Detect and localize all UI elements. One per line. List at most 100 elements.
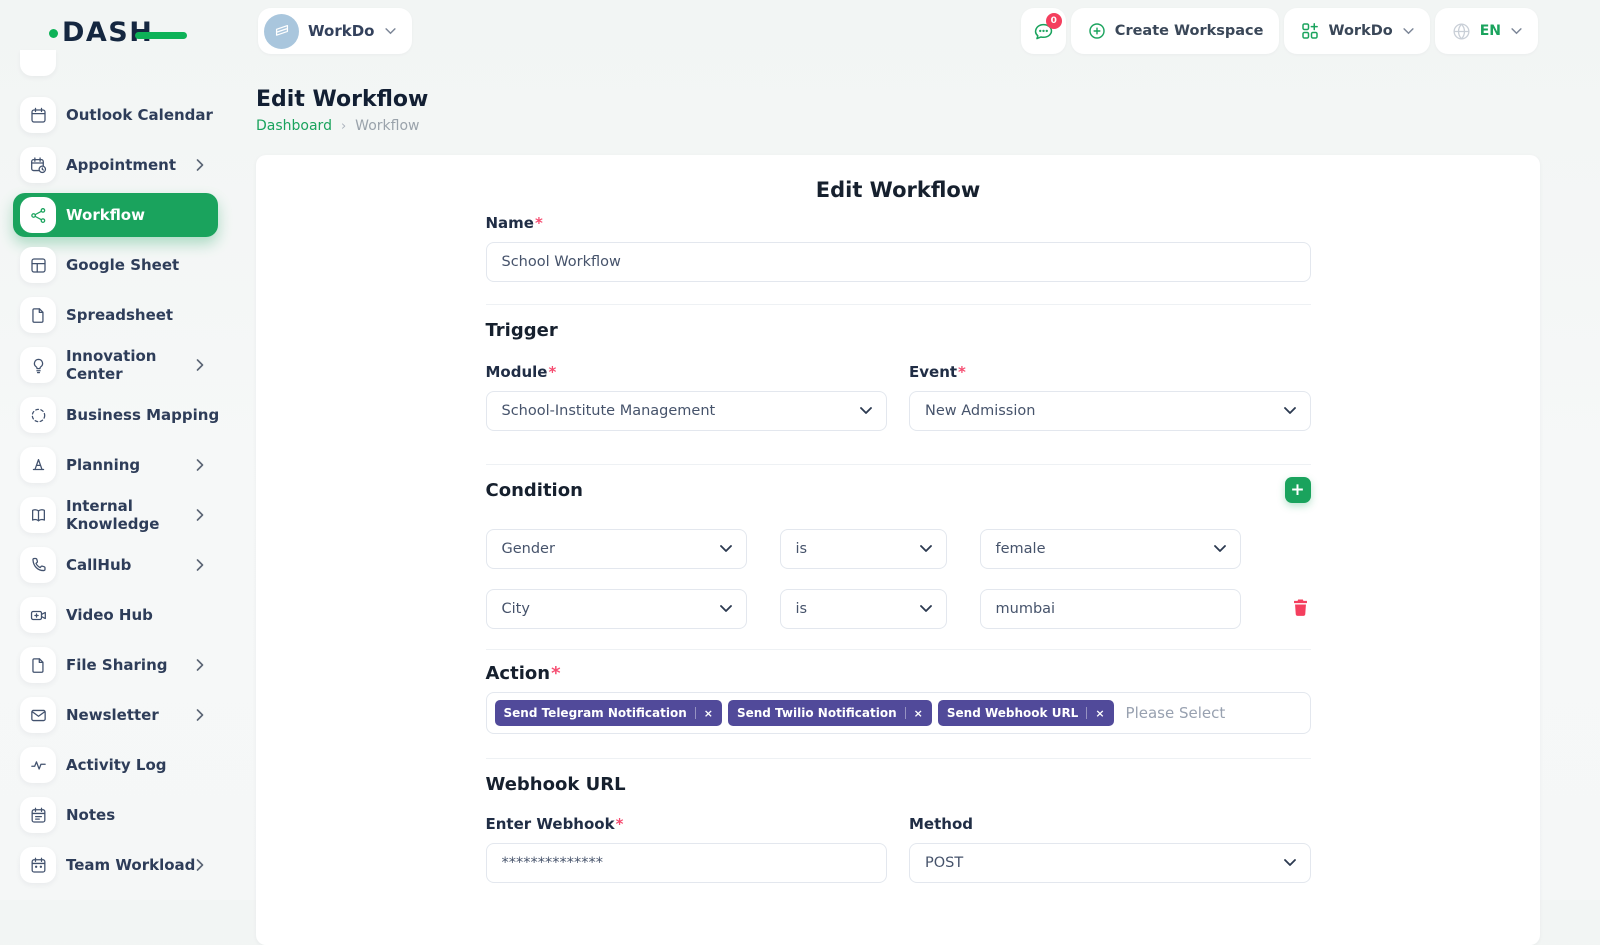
sidebar-item-innovation-center[interactable]: Innovation Center <box>0 340 250 390</box>
sidebar-nav: Outlook Calendar Appointment Workflow Go… <box>0 90 250 890</box>
module-select[interactable]: School-Institute Management <box>486 391 888 431</box>
sidebar-item-label: Internal Knowledge <box>66 497 196 533</box>
form-heading: Edit Workflow <box>486 178 1311 202</box>
dashed-circle-icon <box>20 397 56 433</box>
sidebar-item-video-hub[interactable]: Video Hub <box>0 590 250 640</box>
sidebar-item-label: Planning <box>66 456 140 474</box>
action-tag: Send Telegram Notification × <box>495 700 722 726</box>
sidebar-item-label: Workflow <box>66 206 145 224</box>
chevron-down-icon <box>1284 859 1296 867</box>
page-title: Edit Workflow <box>256 87 1540 112</box>
required-asterisk: * <box>548 363 556 381</box>
sidebar-item-spreadsheet[interactable]: Spreadsheet <box>0 290 250 340</box>
action-multiselect[interactable]: Send Telegram Notification × Send Twilio… <box>486 692 1311 734</box>
sidebar-item-google-sheet[interactable]: Google Sheet <box>0 240 250 290</box>
condition-row: City is <box>486 589 1311 629</box>
event-label: Event* <box>909 363 1311 381</box>
main-content: Edit Workflow Dashboard › Workflow Edit … <box>256 62 1540 945</box>
sidebar-item-outlook-calendar[interactable]: Outlook Calendar <box>0 90 250 140</box>
required-asterisk: * <box>616 815 624 833</box>
method-select[interactable]: POST <box>909 843 1311 883</box>
action-tag: Send Webhook URL × <box>938 700 1114 726</box>
sidebar-item-label: Newsletter <box>66 706 159 724</box>
condition-operator-select[interactable]: is <box>780 589 947 629</box>
sidebar-item-workflow[interactable]: Workflow <box>0 190 250 240</box>
workspace-name: WorkDo <box>308 22 374 40</box>
phone-icon <box>20 547 56 583</box>
sidebar-item-newsletter[interactable]: Newsletter <box>0 690 250 740</box>
edit-workflow-form: Edit Workflow Name* Trigger Module* Even… <box>486 155 1311 883</box>
top-bar: DASH WorkDo 0 Create Workspace <box>0 0 1600 62</box>
edit-workflow-card: Edit Workflow Name* Trigger Module* Even… <box>256 155 1540 945</box>
sidebar-item-business-mapping[interactable]: Business Mapping <box>0 390 250 440</box>
condition-value-input[interactable] <box>980 589 1241 629</box>
webhook-heading: Webhook URL <box>486 774 1311 795</box>
sidebar-item-file-sharing[interactable]: File Sharing <box>0 640 250 690</box>
sidebar-item-callhub[interactable]: CallHub <box>0 540 250 590</box>
cone-icon <box>20 447 56 483</box>
language-selector[interactable]: EN <box>1435 8 1538 54</box>
required-asterisk: * <box>958 363 966 381</box>
app-switcher-button[interactable]: WorkDo <box>1284 8 1429 54</box>
name-label: Name* <box>486 214 1311 232</box>
condition-operator-select[interactable]: is <box>780 529 947 569</box>
action-placeholder: Please Select <box>1126 704 1226 722</box>
workload-calendar-icon <box>20 847 56 883</box>
condition-heading: Condition <box>486 480 583 501</box>
name-input[interactable] <box>486 242 1311 282</box>
sidebar-item-appointment[interactable]: Appointment <box>0 140 250 190</box>
method-label: Method <box>909 815 1311 833</box>
condition-value-select[interactable]: female <box>980 529 1241 569</box>
remove-tag-button[interactable]: × <box>914 707 923 720</box>
webhook-url-input[interactable] <box>486 843 888 883</box>
chevron-right-icon <box>196 656 204 675</box>
sidebar-item-partial[interactable] <box>20 50 56 76</box>
trash-icon <box>1292 598 1309 617</box>
sidebar-item-label: Appointment <box>66 156 176 174</box>
add-condition-button[interactable]: + <box>1285 477 1311 503</box>
create-workspace-button[interactable]: Create Workspace <box>1071 8 1280 54</box>
sidebar-item-label: Team Workload <box>66 856 195 874</box>
globe-icon <box>1451 21 1472 42</box>
file-icon <box>20 297 56 333</box>
action-label: Action* <box>486 663 1311 684</box>
breadcrumb-dashboard-link[interactable]: Dashboard <box>256 118 332 134</box>
grid-plus-icon <box>1300 21 1320 41</box>
remove-tag-button[interactable]: × <box>704 707 713 720</box>
breadcrumb-separator-icon: › <box>341 119 346 134</box>
notes-calendar-icon <box>20 797 56 833</box>
chevron-right-icon <box>196 456 204 475</box>
building-icon <box>272 21 292 41</box>
logo: DASH <box>62 17 153 48</box>
messages-badge: 0 <box>1046 13 1062 29</box>
workspace-avatar <box>264 14 299 49</box>
chevron-right-icon <box>196 156 204 175</box>
divider <box>486 464 1311 465</box>
sidebar-item-label: Outlook Calendar <box>66 106 213 124</box>
delete-condition-button[interactable] <box>1292 598 1309 621</box>
breadcrumb: Dashboard › Workflow <box>256 118 1540 134</box>
trigger-heading: Trigger <box>486 320 1311 341</box>
sidebar-item-notes[interactable]: Notes <box>0 790 250 840</box>
language-code: EN <box>1480 23 1501 39</box>
chevron-down-icon <box>720 545 732 553</box>
calendar-clock-icon <box>20 147 56 183</box>
sidebar-item-label: Activity Log <box>66 756 167 774</box>
remove-tag-button[interactable]: × <box>1095 707 1104 720</box>
sidebar-item-label: CallHub <box>66 556 131 574</box>
required-asterisk: * <box>551 663 560 684</box>
sidebar-item-planning[interactable]: Planning <box>0 440 250 490</box>
divider <box>486 758 1311 759</box>
lightbulb-icon <box>20 347 56 383</box>
condition-field-select[interactable]: Gender <box>486 529 747 569</box>
condition-field-select[interactable]: City <box>486 589 747 629</box>
chevron-right-icon <box>196 706 204 725</box>
sidebar-item-team-workload[interactable]: Team Workload <box>0 840 250 890</box>
sidebar-item-activity-log[interactable]: Activity Log <box>0 740 250 790</box>
breadcrumb-current: Workflow <box>355 118 419 134</box>
sidebar-item-internal-knowledge[interactable]: Internal Knowledge <box>0 490 250 540</box>
workspace-selector[interactable]: WorkDo <box>258 8 412 54</box>
chevron-right-icon <box>196 506 204 525</box>
messages-button[interactable]: 0 <box>1021 8 1066 54</box>
event-select[interactable]: New Admission <box>909 391 1311 431</box>
